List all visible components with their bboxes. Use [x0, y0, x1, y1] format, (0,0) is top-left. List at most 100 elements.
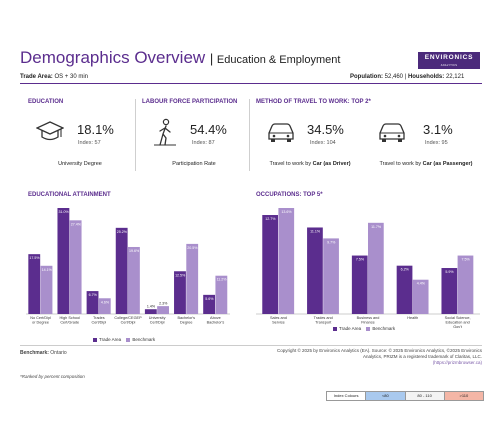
travel1-value: 34.5%: [307, 122, 344, 137]
bar-benchmark: [457, 255, 474, 314]
key-low: <80: [366, 392, 406, 400]
travel1-caption-bold: Car (as Driver): [312, 161, 351, 167]
legend-swatch-benchmark: [366, 326, 371, 331]
data-label: 14.1%: [42, 268, 53, 272]
population-label: Population:: [350, 74, 383, 80]
kpi-divider-1: [135, 99, 136, 171]
occ-chart-title: OCCUPATIONS: TOP 5*: [256, 192, 323, 198]
benchmark-label: Benchmark:: [20, 350, 49, 356]
travel1-caption-pre: Travel to work by: [269, 161, 313, 167]
education-value: 18.1%: [77, 122, 114, 137]
occupations-chart: 12.7% 13.6% Sales and Service 11.1% 9.7% Trade…: [256, 208, 480, 329]
footer-rule: [20, 345, 482, 346]
bar-benchmark: [412, 279, 429, 314]
data-label: 17.5%: [29, 256, 40, 260]
data-label: 11.1%: [310, 229, 321, 233]
copyright-line-2: Analytics, PRIZM is a registered tradema…: [362, 354, 482, 359]
legend-swatch-trade: [333, 326, 337, 331]
logo-tagline: ANALYTICS: [440, 64, 458, 67]
bar-trade-area: [86, 291, 99, 314]
copyright: Copyright © 2025 by Environics Analytics…: [252, 348, 482, 366]
category-label: Social Science, Education and Gov't: [445, 316, 471, 329]
category-label: No Cert/Dipl or Degree: [30, 316, 51, 324]
edu-chart-legend: Trade Area Benchmark: [93, 337, 155, 342]
bar-trade-area: [262, 215, 278, 314]
legend-trade-label: Trade Area: [99, 337, 122, 342]
population-households: Population: 52,460 | Households: 22,121: [350, 74, 464, 80]
travel2-caption-bold: Car (as Passenger): [422, 161, 473, 167]
legend-swatch-trade: [93, 337, 97, 342]
benchmark-value: Ontario: [50, 350, 67, 356]
category-label: Above Bachelor's: [207, 316, 225, 324]
bar-trade-area: [115, 227, 128, 314]
category-label: Trades Cert/Dipl: [91, 316, 106, 324]
edu-chart-title: EDUCATIONAL ATTAINMENT: [28, 192, 111, 198]
header-rule: [20, 83, 482, 84]
data-label: 20.5%: [187, 246, 198, 250]
bar-trade-area: [57, 208, 70, 314]
bar-benchmark: [278, 208, 295, 314]
category-label: University Cert/Dipl: [149, 316, 166, 324]
bar-benchmark: [157, 306, 169, 314]
travel2-index: Index: 95: [425, 140, 448, 146]
data-label: 31.0%: [58, 210, 69, 214]
labour-header: LABOUR FORCE PARTICIPATION: [142, 99, 238, 105]
occ-chart-legend: Trade Area Benchmark: [333, 326, 395, 331]
car-passenger-icon: [379, 123, 405, 142]
key-high: >110: [444, 392, 483, 400]
legend-swatch-benchmark: [126, 337, 131, 342]
data-label: 27.4%: [71, 222, 82, 226]
data-label: 12.5%: [175, 273, 186, 277]
data-label: 5.6%: [205, 297, 214, 301]
title-separator: |: [209, 51, 217, 66]
graduation-cap-icon: [36, 121, 64, 141]
travel2-value: 3.1%: [423, 122, 453, 137]
data-label: 7.5%: [356, 258, 365, 262]
data-label: 7.5%: [462, 258, 471, 262]
data-label: 19.6%: [129, 249, 140, 253]
data-label: 5.9%: [445, 270, 454, 274]
data-label: 12.7%: [265, 217, 276, 221]
ranked-note: *Ranked by percent composition: [20, 374, 85, 379]
meta-separator: |: [404, 74, 408, 80]
category-label: Health: [407, 316, 418, 320]
copyright-link[interactable]: (https://prizmbrowser.ca): [432, 360, 482, 365]
legend-trade-label: Trade Area: [339, 326, 362, 331]
education-header: EDUCATION: [28, 99, 64, 105]
bar-benchmark: [40, 265, 53, 314]
data-label: 4.6%: [101, 300, 110, 304]
category-label: High School Cert/Grade: [59, 316, 80, 324]
bar-benchmark: [128, 246, 140, 314]
key-mid: 80 - 110: [405, 392, 445, 400]
travel2-caption: Travel to work by Car (as Passenger): [364, 161, 488, 167]
data-label: 11.2%: [217, 278, 228, 282]
travel2-caption-pre: Travel to work by: [379, 161, 423, 167]
population-value: 52,460: [384, 74, 404, 80]
bar-benchmark: [368, 222, 384, 314]
trade-area-value: OS + 30 min: [54, 74, 88, 80]
labour-index: Index: 87: [192, 140, 215, 146]
category-label: Trades and Transport: [314, 316, 333, 324]
data-label: 2.3%: [159, 302, 168, 306]
trade-area: Trade Area: OS + 30 min: [20, 74, 88, 80]
bar-trade-area: [396, 265, 413, 314]
bar-trade-area: [144, 309, 157, 314]
education-index: Index: 57: [78, 140, 101, 146]
households-label: Households:: [407, 74, 445, 80]
car-driver-icon: [268, 123, 294, 142]
bar-benchmark: [186, 243, 199, 314]
data-label: 6.2%: [401, 268, 410, 272]
legend-benchmark-label: Benchmark: [132, 337, 156, 342]
households-value: 22,121: [445, 74, 465, 80]
data-label: 4.4%: [417, 282, 426, 286]
benchmark-note: Benchmark: Ontario: [20, 350, 67, 356]
bar-trade-area: [174, 271, 186, 314]
bar-benchmark: [98, 298, 111, 314]
travel1-index: Index: 104: [310, 140, 336, 146]
page-title: Demographics Overview | Education & Empl…: [20, 48, 340, 68]
bar-benchmark: [323, 238, 339, 314]
data-label: 1.4%: [147, 305, 156, 309]
data-label: 9.7%: [327, 240, 336, 244]
bar-benchmark: [215, 275, 228, 314]
legend-benchmark-label: Benchmark: [372, 326, 396, 331]
